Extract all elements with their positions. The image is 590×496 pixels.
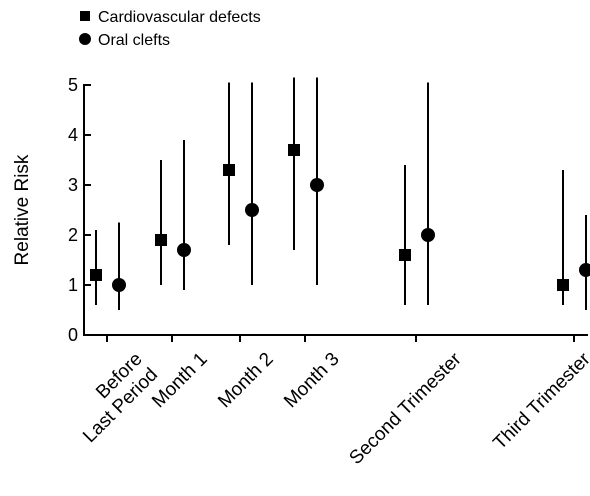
y-tick-label: 5 [68,75,78,95]
data-point-circle [579,263,590,277]
y-tick-label: 2 [68,225,78,245]
data-markers [90,144,590,292]
legend-marker-square [80,11,90,21]
category-label: Month 2 [214,349,277,412]
data-point-circle [245,203,259,217]
data-point-square [155,234,167,246]
axes: 0 1 2 3 4 5 Relative Risk [12,75,588,345]
legend: Cardiovascular defects Oral clefts [79,9,261,49]
category-label-line: Month 2 [214,349,277,412]
data-point-circle [177,243,191,257]
legend-marker-circle [79,33,91,45]
y-tick-label: 4 [68,125,78,145]
category-label: Third Trimester [489,348,590,454]
data-point-square [288,144,300,156]
data-point-circle [310,178,324,192]
error-bars [95,77,587,310]
category-label: BeforeLast Period [64,349,162,447]
data-point-square [399,249,411,261]
data-point-circle [421,228,435,242]
data-point-square [223,164,235,176]
category-label-line: Month 3 [280,349,343,412]
data-point-circle [112,278,126,292]
data-point-square [557,279,569,291]
legend-label: Oral clefts [98,32,170,49]
category-label: Second Trimester [345,348,466,469]
data-point-square [90,269,102,281]
y-axis-label: Relative Risk [12,154,33,265]
y-tick-label: 0 [68,325,78,345]
y-tick-label: 3 [68,175,78,195]
legend-label: Cardiovascular defects [98,9,261,26]
category-label: Month 3 [280,349,343,412]
category-label-line: Second Trimester [345,348,466,469]
y-tick-label: 1 [68,275,78,295]
category-label-line: Third Trimester [489,348,590,454]
